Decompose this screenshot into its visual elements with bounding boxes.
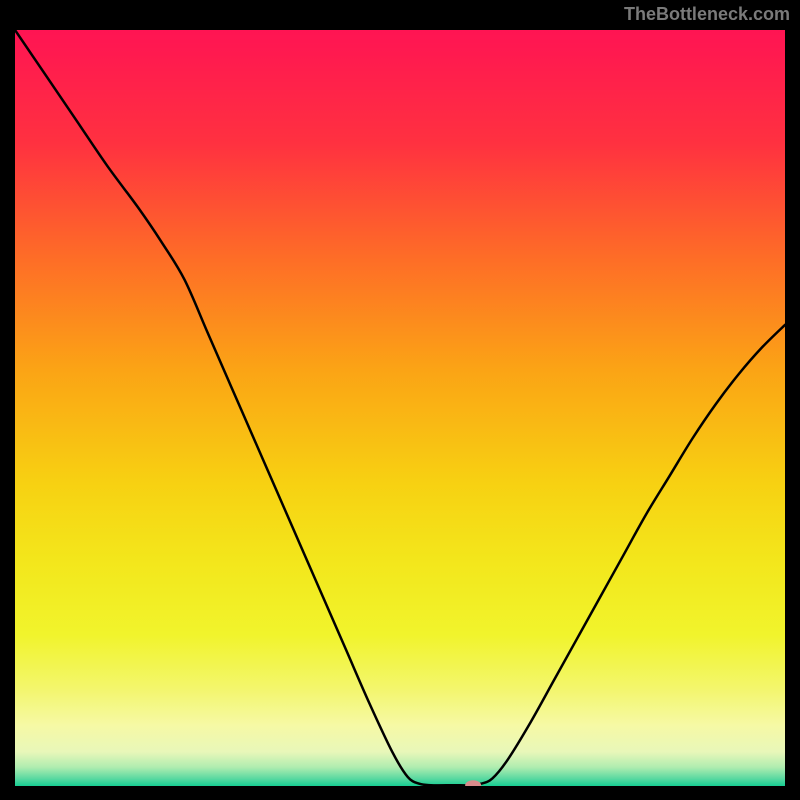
chart-background bbox=[15, 30, 785, 786]
bottleneck-chart bbox=[15, 30, 785, 786]
chart-svg bbox=[15, 30, 785, 786]
watermark-text: TheBottleneck.com bbox=[624, 4, 790, 25]
